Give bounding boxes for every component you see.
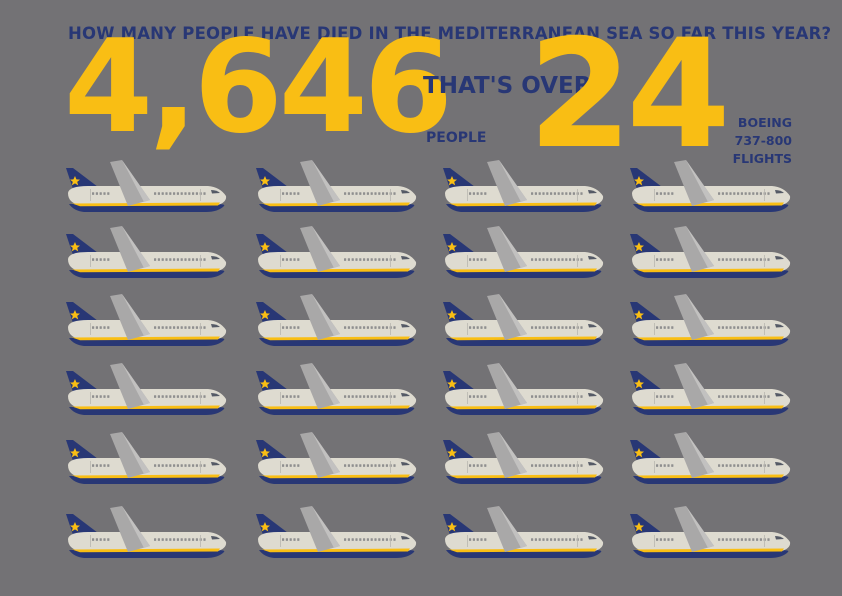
airplane-icon xyxy=(66,506,228,564)
airplane-icon xyxy=(443,432,605,490)
headline-question: HOW MANY PEOPLE HAVE DIED IN THE MEDITER… xyxy=(68,24,832,43)
airplane-icon xyxy=(443,160,605,218)
airplane-icon xyxy=(66,226,228,284)
airplane-icon xyxy=(630,432,792,490)
airplane-icon xyxy=(256,226,418,284)
airplane-icon xyxy=(256,160,418,218)
aircraft-label-line-1: BOEING xyxy=(737,115,792,130)
flight-count: 24 xyxy=(528,8,731,182)
airplane-icon xyxy=(66,160,228,218)
airplane-icon xyxy=(443,226,605,284)
people-label: PEOPLE xyxy=(426,130,487,146)
airplane-icon xyxy=(256,363,418,421)
airplane-icon xyxy=(66,363,228,421)
airplane-icon xyxy=(256,294,418,352)
airplane-icon xyxy=(630,226,792,284)
airplane-icon xyxy=(630,160,792,218)
airplane-icon xyxy=(256,432,418,490)
aircraft-label-line-3: FLIGHTS xyxy=(732,151,792,166)
airplane-icon xyxy=(66,294,228,352)
airplane-icon xyxy=(66,432,228,490)
airplane-icon xyxy=(443,506,605,564)
comparison-label: THAT'S OVER xyxy=(423,73,592,99)
airplane-icon xyxy=(443,363,605,421)
airplane-icon xyxy=(630,363,792,421)
airplane-icon xyxy=(630,294,792,352)
airplane-icon xyxy=(443,294,605,352)
aircraft-label-line-2: 737-800 xyxy=(734,133,792,148)
death-count: 4,646 xyxy=(64,13,453,162)
airplane-icon xyxy=(256,506,418,564)
airplane-icon xyxy=(630,506,792,564)
aircraft-label: BOEING 737-800 FLIGHTS xyxy=(728,114,792,168)
